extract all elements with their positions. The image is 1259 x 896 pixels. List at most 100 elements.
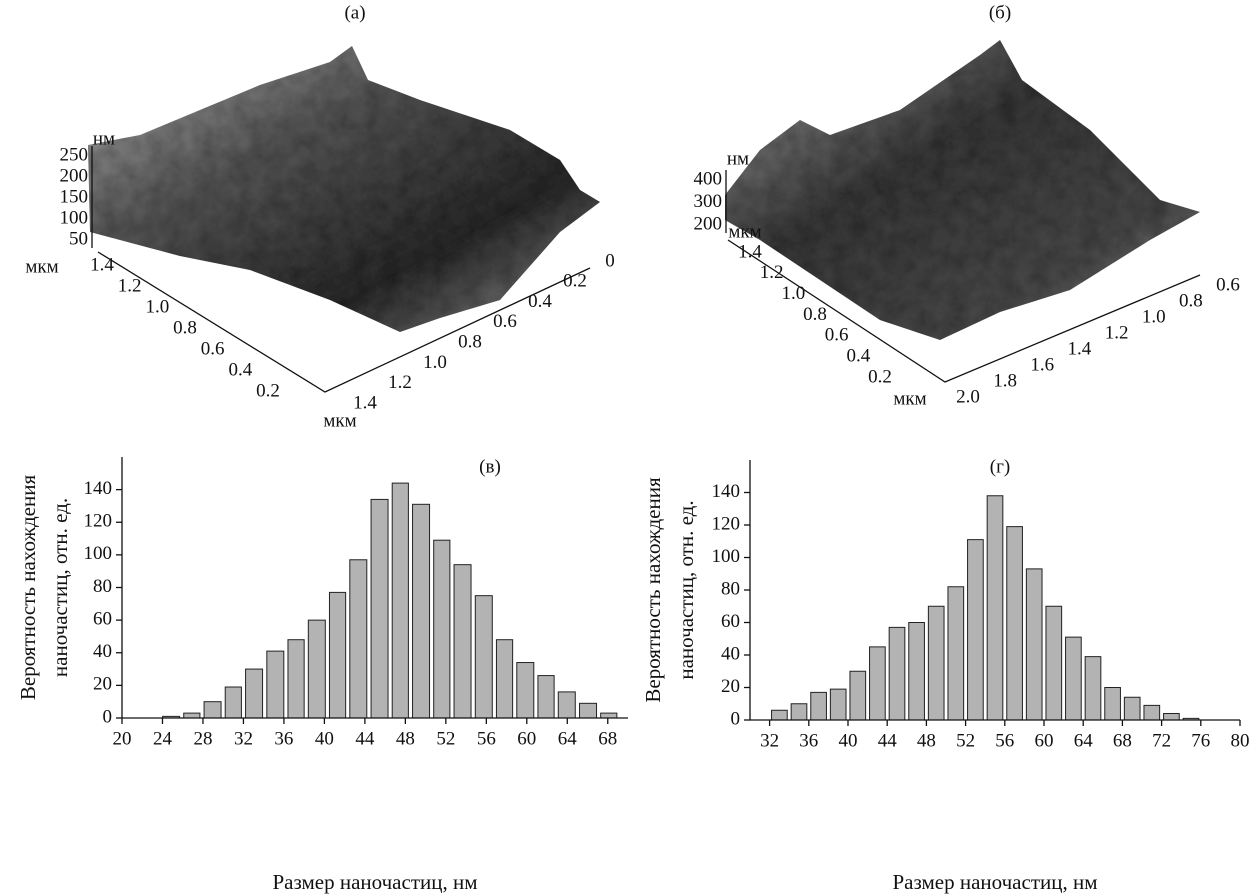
bar — [927, 605, 945, 721]
x-axis-label: Размер наночастиц, нм — [273, 870, 478, 894]
y-tick-label: 40 — [93, 641, 112, 662]
bar — [391, 482, 409, 719]
y-tick-label: 20 — [721, 676, 740, 697]
z-tick-label: 400 — [694, 168, 723, 189]
surface-a — [88, 46, 600, 332]
z-tick-label: 150 — [60, 186, 89, 207]
x-axis-label: мкм — [323, 410, 356, 431]
x-tick-label: 60 — [517, 728, 536, 749]
x-tick-label: 52 — [956, 730, 975, 751]
y-tick-label: 120 — [84, 511, 113, 532]
x-tick-label: 56 — [995, 730, 1014, 751]
x-tick-label: 1.8 — [993, 370, 1017, 391]
z-tick-label: 50 — [69, 228, 88, 249]
x-tick-label: 0.2 — [563, 271, 587, 292]
x-tick-label: 1.4 — [1068, 338, 1092, 359]
bar — [600, 712, 618, 719]
x-tick-label: 36 — [274, 728, 293, 749]
bar — [433, 539, 451, 719]
y-axis-label: Вероятность нахождения — [641, 477, 665, 703]
bar — [1104, 687, 1121, 721]
surface-b — [725, 40, 1200, 340]
panel-title: (б) — [989, 2, 1011, 23]
bar — [474, 595, 493, 719]
y-tick-label: 1.4 — [90, 254, 114, 275]
y-tick-label: 1.4 — [738, 241, 762, 262]
bar — [771, 709, 788, 721]
bar — [908, 622, 925, 721]
y-tick-label: 0.6 — [201, 338, 225, 359]
x-tick-label: 0.8 — [458, 332, 482, 353]
bar — [947, 586, 965, 721]
y-tick-label: 140 — [84, 478, 113, 499]
x-tick-label: 0.8 — [1179, 290, 1203, 311]
y-axis-label: наночастиц, отн. ед. — [674, 500, 698, 679]
y-tick-label: 120 — [712, 513, 741, 534]
z-axis-label: нм — [727, 148, 749, 169]
x-tick-label: 32 — [760, 730, 779, 751]
bar — [370, 498, 389, 719]
y-tick-label: 0.8 — [173, 317, 197, 338]
bar — [307, 619, 326, 719]
y-tick-label: 0.4 — [846, 346, 870, 367]
bar — [1045, 605, 1063, 721]
x-tick-label: 1.0 — [1142, 306, 1166, 327]
y-axis-label: наночастиц, отн. ед. — [48, 498, 72, 677]
bar — [203, 701, 222, 719]
y-tick-label: 60 — [93, 608, 112, 629]
y-tick-label: 100 — [84, 543, 113, 564]
bar — [810, 691, 827, 721]
x-tick-label: 48 — [396, 728, 415, 749]
y-tick-label: 1.2 — [760, 262, 784, 283]
x-tick-label: 52 — [436, 728, 455, 749]
bar — [986, 495, 1004, 721]
x-tick-label: 20 — [113, 728, 132, 749]
bar — [328, 591, 347, 719]
bar — [790, 703, 808, 721]
x-tick-label: 68 — [1113, 730, 1132, 751]
bar — [1123, 696, 1141, 721]
x-tick-label: 72 — [1152, 730, 1171, 751]
y-tick-label: 0.8 — [803, 304, 827, 325]
y-tick-label: 80 — [721, 578, 740, 599]
x-tick-label: 44 — [878, 730, 898, 751]
x-tick-label: 1.2 — [388, 372, 412, 393]
z-tick-label: 200 — [694, 213, 723, 234]
x-tick-label: 0.4 — [528, 291, 552, 312]
x-tick-label: 36 — [799, 730, 818, 751]
base-axes — [97, 251, 591, 393]
x-tick-label: 76 — [1191, 730, 1210, 751]
bar — [1143, 704, 1161, 721]
bar — [1006, 526, 1023, 721]
y-tick-label: 1.2 — [118, 275, 142, 296]
x-tick-label: 40 — [839, 730, 858, 751]
x-tick-label: 80 — [1231, 730, 1250, 751]
y-tick-label: 20 — [93, 674, 112, 695]
panel-title: (в) — [479, 456, 501, 477]
bar — [183, 712, 201, 719]
x-axis-label: мкм — [893, 388, 926, 409]
x-tick-label: 60 — [1035, 730, 1054, 751]
z-tick-label: 200 — [60, 165, 89, 186]
y-tick-label: 40 — [721, 643, 740, 664]
bar — [412, 503, 431, 719]
x-tick-label: 0 — [605, 250, 615, 271]
x-tick-label: 2.0 — [956, 386, 980, 407]
x-tick-label: 68 — [598, 728, 617, 749]
bar — [287, 639, 305, 719]
y-tick-label: 100 — [712, 546, 741, 567]
y-tick-label: 0.6 — [825, 325, 849, 346]
panel-title: (а) — [344, 2, 365, 23]
y-tick-label: 0.2 — [256, 380, 280, 401]
bar — [967, 539, 984, 721]
base-axes — [727, 239, 1201, 383]
y-tick-label: 0.4 — [228, 359, 252, 380]
y-tick-label: 140 — [712, 481, 741, 502]
x-axis-label: Размер наночастиц, нм — [893, 870, 1098, 894]
x-tick-label: 48 — [917, 730, 936, 751]
bar — [537, 675, 555, 719]
x-tick-label: 28 — [193, 728, 212, 749]
x-tick-label: 24 — [153, 728, 173, 749]
y-tick-label: 0 — [103, 706, 113, 727]
